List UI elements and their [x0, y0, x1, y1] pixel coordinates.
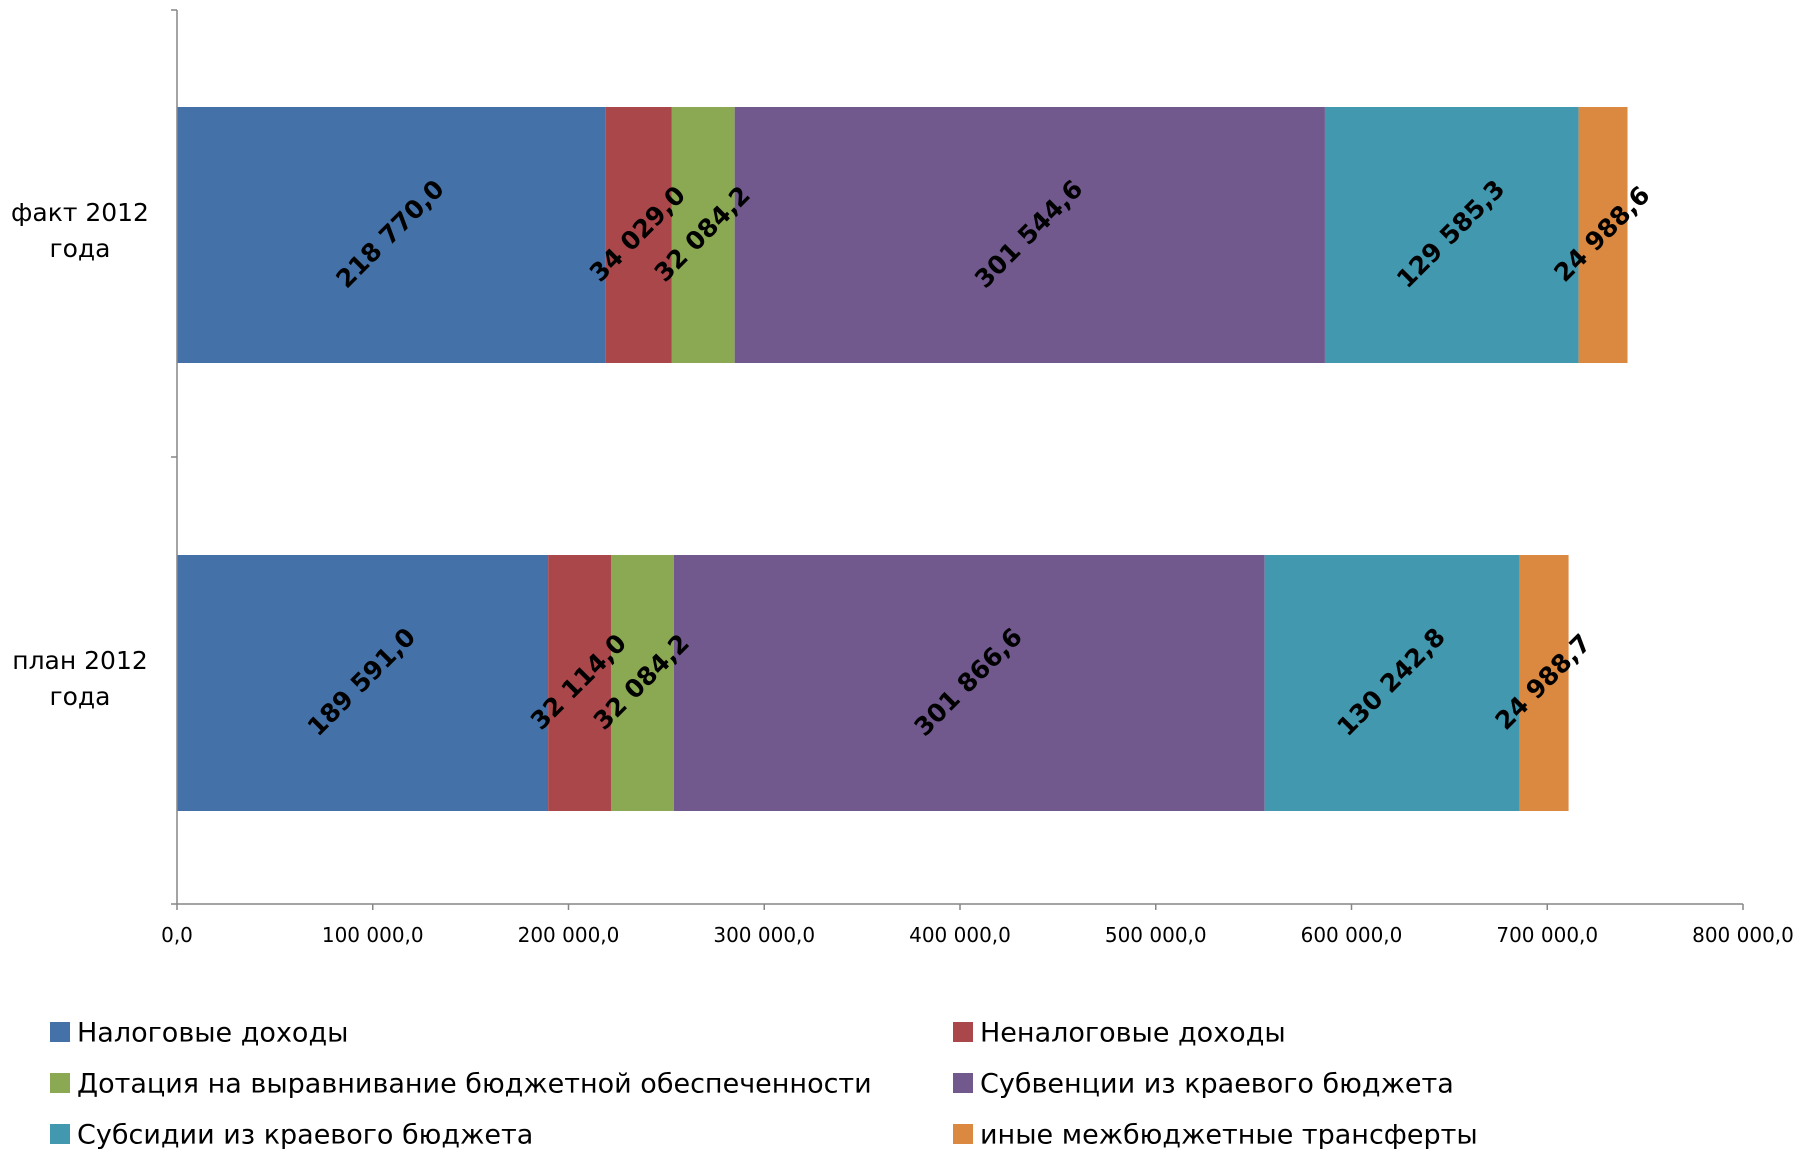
- x-tick-label: 600 000,0: [1301, 923, 1403, 947]
- legend-swatch: [50, 1124, 70, 1144]
- legend-swatch: [953, 1124, 973, 1144]
- legend-item: Субвенции из краевого бюджета: [953, 1069, 1454, 1100]
- x-tick-label: 0,0: [161, 923, 193, 947]
- legend-item: Дотация на выравнивание бюджетной обеспе…: [50, 1069, 872, 1100]
- x-tick-label: 300 000,0: [713, 923, 815, 947]
- bar-segment: [671, 107, 735, 363]
- legend-label: Налоговые доходы: [77, 1018, 348, 1049]
- category-label: факт 2012 года: [11, 198, 149, 263]
- legend-label: Дотация на выравнивание бюджетной обеспе…: [77, 1069, 872, 1100]
- legend-label: Субсидии из краевого бюджета: [77, 1120, 533, 1151]
- legend-label: иные межбюджетные трансферты: [980, 1120, 1478, 1151]
- bar-segment: [605, 107, 672, 363]
- bar-segment: [177, 555, 549, 811]
- x-tick-label: 100 000,0: [322, 923, 424, 947]
- bar-segment: [1264, 555, 1520, 811]
- bar-segment: [673, 555, 1265, 811]
- legend-item: Субсидии из краевого бюджета: [50, 1120, 533, 1151]
- legend: Налоговые доходы Неналоговые доходы Дотаци…: [50, 1018, 1478, 1151]
- x-tick-label: 800 000,0: [1692, 923, 1794, 947]
- bar-segment: [734, 107, 1325, 363]
- legend-swatch: [953, 1022, 973, 1042]
- x-tick-label: 500 000,0: [1105, 923, 1207, 947]
- bar-segment: [1519, 555, 1569, 811]
- bar-segment: [610, 555, 674, 811]
- legend-item: Неналоговые доходы: [953, 1018, 1286, 1049]
- x-tick-label: 700 000,0: [1496, 923, 1598, 947]
- legend-swatch: [50, 1073, 70, 1093]
- x-tick-label: 200 000,0: [518, 923, 620, 947]
- bar-segment: [1578, 107, 1628, 363]
- legend-item: иные межбюджетные трансферты: [953, 1120, 1478, 1151]
- bar-segment: [548, 555, 611, 811]
- legend-item: Налоговые доходы: [50, 1018, 348, 1049]
- bar-segment: [177, 107, 606, 363]
- legend-label: Субвенции из краевого бюджета: [980, 1069, 1454, 1100]
- x-tick-label: 400 000,0: [909, 923, 1011, 947]
- legend-swatch: [50, 1022, 70, 1042]
- category-label: план 2012 года: [12, 646, 148, 711]
- bar-segment: [1324, 107, 1579, 363]
- legend-label: Неналоговые доходы: [980, 1018, 1286, 1049]
- bars-layer: [177, 107, 1628, 811]
- legend-swatch: [953, 1073, 973, 1093]
- axes-layer: 0,0 100 000,0 200 000,0 300 000,0 400 000,0 5…: [11, 9, 1794, 947]
